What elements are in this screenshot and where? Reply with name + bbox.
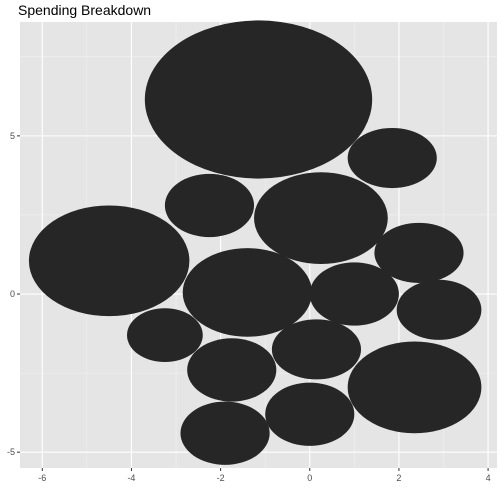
bubble <box>309 262 399 326</box>
bubble <box>187 338 277 402</box>
bubble <box>347 127 437 189</box>
bubble <box>180 401 270 465</box>
x-axis: -6 -4 -2 0 2 4 <box>38 468 491 483</box>
bubble <box>28 205 190 317</box>
bubble <box>347 341 482 434</box>
bubble <box>164 173 255 238</box>
x-tick-label: 4 <box>486 473 491 483</box>
bubble <box>374 222 464 283</box>
y-tick-label: 5 <box>10 131 15 141</box>
bubble <box>254 172 388 264</box>
bubble <box>271 319 362 380</box>
x-tick-label: -4 <box>127 473 135 483</box>
bubbles <box>28 20 482 465</box>
chart-title: Spending Breakdown <box>18 2 152 18</box>
x-tick-label: 2 <box>396 473 401 483</box>
y-tick-label: -5 <box>7 447 15 457</box>
bubble <box>396 279 482 340</box>
bubble <box>265 382 355 446</box>
x-tick-label: 0 <box>307 473 312 483</box>
bubble <box>144 20 373 179</box>
y-tick-label: 0 <box>10 289 15 299</box>
bubble <box>182 248 312 337</box>
y-axis: -5 0 5 <box>7 131 20 457</box>
x-tick-label: -2 <box>217 473 225 483</box>
x-tick-label: -6 <box>38 473 46 483</box>
bubble <box>126 308 203 363</box>
